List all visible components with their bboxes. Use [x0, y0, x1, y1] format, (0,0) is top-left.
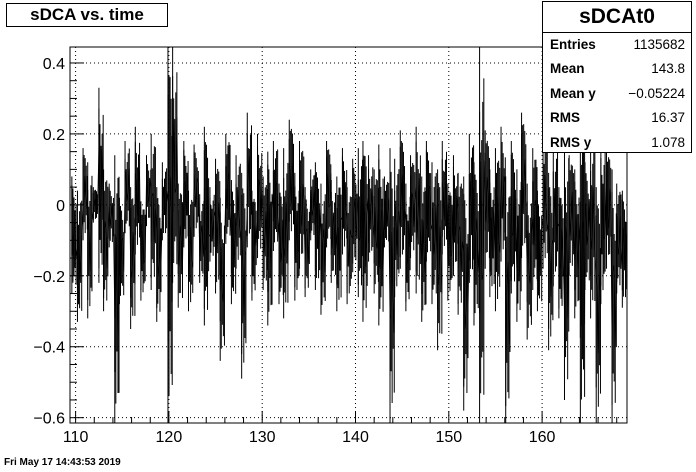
stats-value: −0.05224 — [628, 85, 685, 101]
stats-title: sDCAt0 — [543, 2, 691, 33]
y-tick-label: 0.4 — [43, 56, 65, 73]
x-tick-label: 140 — [342, 429, 369, 446]
x-tick-label: 110 — [63, 429, 89, 446]
series-line — [71, 117, 627, 354]
stats-value: 1135682 — [633, 37, 685, 52]
axis-ticks — [70, 62, 618, 423]
stats-label: Mean y — [550, 85, 596, 101]
x-tick-label: 150 — [435, 429, 462, 446]
stats-label: RMS — [550, 110, 580, 126]
data-series — [71, 47, 628, 423]
stats-label: RMS y — [550, 134, 592, 150]
y-tick-label: 0.2 — [43, 127, 65, 144]
stats-label: Entries — [550, 37, 596, 52]
x-tick-label: 120 — [156, 429, 183, 446]
stats-row-entries: Entries 1135682 — [543, 33, 691, 57]
stats-value: 16.37 — [651, 110, 685, 126]
stats-row-rms-y: RMS y 1.078 — [543, 131, 691, 155]
stats-row-mean-y: Mean y −0.05224 — [543, 82, 691, 106]
y-tick-label: −0.4 — [33, 340, 65, 357]
stats-label: Mean — [550, 61, 585, 77]
chart-title: sDCA vs. time — [6, 3, 168, 27]
plot-frame — [69, 46, 628, 424]
y-tick-label: 0 — [56, 198, 65, 215]
stats-value: 143.8 — [651, 61, 685, 77]
stats-row-rms: RMS 16.37 — [543, 106, 691, 130]
tick-labels: 110 120 130 140 150 160 −0.6 −0.4 −0.2 0 0.2 0.4 — [33, 56, 555, 446]
timestamp: Fri May 17 14:43:53 2019 — [4, 457, 121, 468]
stats-box: sDCAt0 Entries 1135682 Mean 143.8 Mean y… — [542, 1, 692, 153]
stats-row-mean: Mean 143.8 — [543, 57, 691, 81]
y-tick-label: −0.6 — [33, 411, 65, 428]
stats-value: 1.078 — [651, 134, 685, 150]
x-tick-label: 130 — [249, 429, 276, 446]
y-tick-label: −0.2 — [33, 269, 65, 286]
x-tick-label: 160 — [529, 429, 556, 446]
